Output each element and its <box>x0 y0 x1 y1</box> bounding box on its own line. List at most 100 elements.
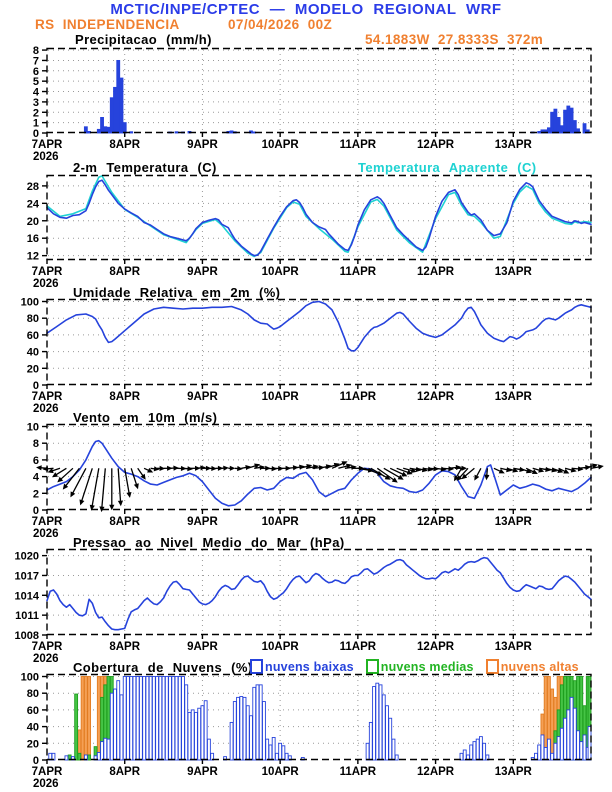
plot-border <box>46 47 592 134</box>
y-tick-label: 4 <box>33 472 40 484</box>
x-tick-label: 9APR <box>187 641 218 653</box>
panel-title-temperature: 2-m Temperatura (C) <box>73 160 217 175</box>
x-tick-label: 8APR <box>109 139 140 151</box>
legend-label-altas: nuvens altas <box>500 659 579 674</box>
wind-arrow-icon <box>558 467 570 474</box>
x-tick-label: 11APR <box>340 266 377 278</box>
wind-arrow-icon <box>79 468 93 506</box>
x-tick-label: 7APR <box>32 766 63 778</box>
y-tick-label: 4 <box>33 87 40 99</box>
wind-arrow-icon <box>584 463 598 469</box>
y-tick-label: 12 <box>27 251 39 263</box>
wind-arrow-icon <box>331 461 348 469</box>
x-tick-label: 12APR <box>417 766 455 778</box>
y-tick-label: 6 <box>33 66 39 78</box>
wind-arrow-icon <box>396 467 413 475</box>
y-tick-label: 1 <box>33 118 39 130</box>
y-tick-label: 40 <box>27 722 39 734</box>
legend-apparent-temperature: Temperatura Aparente (C) <box>358 160 537 175</box>
y-tick-label: 1014 <box>15 590 40 602</box>
x-tick-label: 7APR <box>32 391 63 403</box>
y-tick-label: 1017 <box>15 570 39 582</box>
panel-title-clouds: Cobertura de Nuvens (%) <box>73 660 253 675</box>
x-tick-label: 8APR <box>109 391 140 403</box>
run-datetime: 07/04/2026 00Z <box>228 17 333 32</box>
y-tick-label: 28 <box>27 181 39 193</box>
wind-arrow-icon <box>143 467 154 473</box>
y-tick-label: 40 <box>27 347 39 359</box>
x-tick-label: 7APR <box>32 266 63 278</box>
x-tick-label: 10APR <box>262 266 300 278</box>
wind-arrow-icon <box>484 468 490 481</box>
x-tick-label: 12APR <box>417 266 455 278</box>
y-tick-label: 1020 <box>15 551 39 563</box>
y-tick-label: 5 <box>33 76 39 88</box>
data-line <box>46 556 592 631</box>
wind-arrow-icon <box>62 467 80 490</box>
wind-arrow-icon <box>169 465 179 471</box>
wind-arrow-icon <box>51 467 67 478</box>
x-tick-label: 10APR <box>262 516 300 528</box>
wind-arrow-icon <box>137 467 146 480</box>
wind-arrow-icon <box>364 467 384 476</box>
x-tick-label: 9APR <box>187 516 218 528</box>
x-tick-label: 7APR <box>32 641 63 653</box>
x-tick-label: 8APR <box>109 641 140 653</box>
panel-title-humidity: Umidade Relativa em 2m (%) <box>73 285 281 300</box>
wind-arrow-icon <box>228 465 236 471</box>
y-tick-label: 24 <box>27 198 40 210</box>
y-tick-label: 20 <box>27 738 39 750</box>
wind-arrow-icon <box>455 465 467 471</box>
x-tick-label: 8APR <box>109 266 140 278</box>
wind-arrow-icon <box>383 467 404 480</box>
x-tick-label: 11APR <box>340 641 377 653</box>
wind-arrow-icon <box>525 467 538 474</box>
panel-title-precipitation: Precipitacao (mm/h) <box>75 32 212 47</box>
x-tick-label: 12APR <box>417 139 455 151</box>
wind-arrow-icon <box>130 468 139 490</box>
x-tick-label: 9APR <box>187 391 218 403</box>
legend-label-baixas: nuvens baixas <box>265 659 354 674</box>
wind-arrow-icon <box>215 465 224 471</box>
x-tick-label: 13APR <box>495 391 533 403</box>
wind-arrow-icon <box>150 466 160 472</box>
station-name: RS INDEPENDENCIA <box>35 17 180 32</box>
x-tick-label: 9APR <box>187 766 218 778</box>
bars <box>83 59 590 134</box>
wind-arrow-icon <box>221 465 229 471</box>
wind-arrow-icon <box>234 465 243 472</box>
wind-arrow-icon <box>157 465 166 471</box>
wind-arrow-icon <box>376 467 398 483</box>
y-tick-label: 60 <box>27 705 39 717</box>
blue-square-icon <box>250 659 263 674</box>
wind-arrow-icon <box>117 468 124 507</box>
wind-arrow-icon <box>590 464 604 470</box>
y-tick-label: 80 <box>27 313 39 325</box>
y-tick-label: 0 <box>33 380 39 392</box>
x-tick-label: 11APR <box>340 391 377 403</box>
y-tick-label: 80 <box>27 688 39 700</box>
legend-item-nuvens-altas: nuvens altas <box>485 659 579 674</box>
x-tick-label: 7APR <box>32 139 63 151</box>
wind-arrow-icon <box>47 467 61 474</box>
x-tick-label: 13APR <box>495 139 533 151</box>
x-tick-label: 13APR <box>495 641 533 653</box>
y-tick-label: 16 <box>27 233 39 245</box>
y-tick-label: 10 <box>27 422 39 434</box>
wind-arrow-icon <box>461 467 475 480</box>
x-tick-label: 13APR <box>495 516 533 528</box>
x-tick-label: 13APR <box>495 766 533 778</box>
x-tick-label: 9APR <box>187 266 218 278</box>
data-line <box>46 179 592 257</box>
wind-arrow-icon <box>474 467 482 481</box>
x-tick-label: 8APR <box>109 516 140 528</box>
wind-arrow-icon <box>163 465 173 471</box>
wind-arrow-icon <box>70 467 87 498</box>
wind-arrow-icon <box>493 467 505 474</box>
green-square-icon <box>365 659 379 674</box>
x-tick-label: 7APR <box>32 516 63 528</box>
